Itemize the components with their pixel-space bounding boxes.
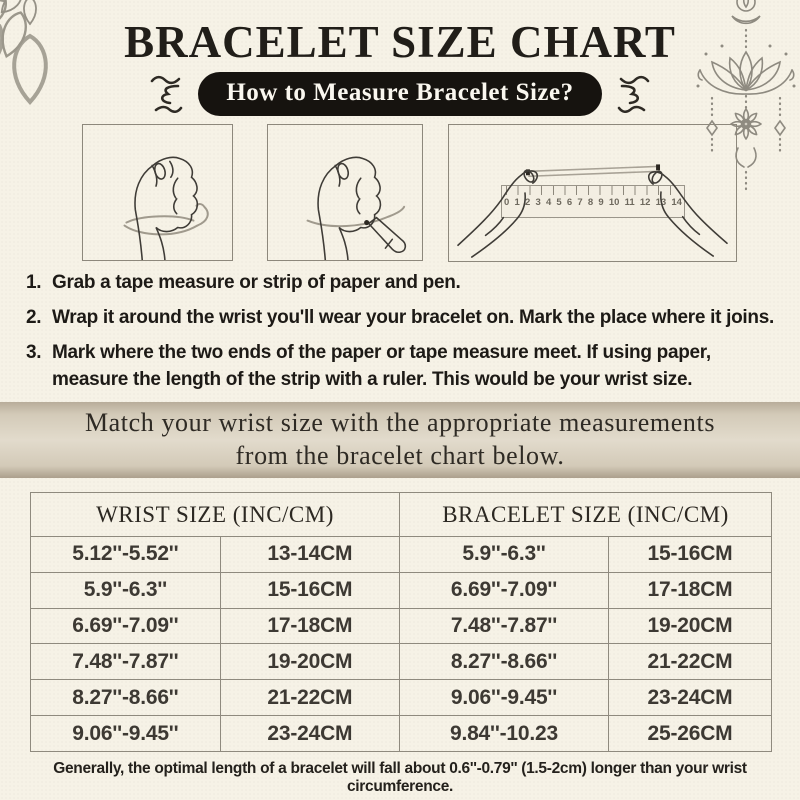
illustration-mark-pen bbox=[267, 124, 423, 261]
wrist-cm-cell: 17-18CM bbox=[219, 607, 401, 645]
ruler-number: 4 bbox=[545, 197, 552, 208]
bracelet-cm-cell: 21-22CM bbox=[607, 643, 773, 681]
wrist-inch-cell: 6.69''-7.09'' bbox=[30, 607, 221, 645]
wrist-inch-cell: 7.48''-7.87'' bbox=[30, 643, 221, 681]
ruler-number: 10 bbox=[608, 197, 620, 208]
bracelet-size-header: BRACELET SIZE (INC/CM) bbox=[399, 492, 772, 537]
footnote: Generally, the optimal length of a brace… bbox=[53, 760, 747, 795]
curly-flourish-right-icon bbox=[617, 75, 649, 114]
wrist-inch-cell: 8.27''-8.66'' bbox=[30, 679, 221, 717]
wrist-inch-cell: 9.06''-9.45'' bbox=[30, 715, 221, 752]
match-size-banner: Match your wrist size with the appropria… bbox=[0, 402, 800, 478]
instruction-step-2: 2. Wrap it around the wrist you'll wear … bbox=[26, 305, 786, 331]
bracelet-inch-cell: 9.06''-9.45'' bbox=[399, 679, 609, 717]
hands-strip-drawing-icon bbox=[457, 164, 728, 258]
ruler-number: 5 bbox=[556, 197, 562, 208]
step-number: 2. bbox=[26, 307, 42, 329]
table-row: 8.27''-8.66'' 21-22CM 9.06''-9.45'' 23-2… bbox=[30, 679, 773, 717]
ruler: 0 1 2 3 4 5 6 7 8 9 10 11 12 13 14 bbox=[501, 185, 685, 218]
ruler-number: 12 bbox=[639, 197, 651, 208]
ruler-number: 0 bbox=[504, 197, 510, 208]
instruction-step-1: 1. Grab a tape measure or strip of paper… bbox=[26, 270, 786, 296]
ruler-number: 9 bbox=[598, 197, 604, 208]
wrist-cm-cell: 23-24CM bbox=[219, 715, 401, 752]
ruler-number: 8 bbox=[587, 197, 594, 208]
table-row: 9.06''-9.45'' 23-24CM 9.84''-10.23 25-26… bbox=[30, 715, 773, 752]
ruler-number: 14 bbox=[671, 197, 682, 208]
wrist-cm-cell: 15-16CM bbox=[219, 571, 401, 609]
ruler-number: 2 bbox=[524, 197, 531, 208]
table-row: 5.12''-5.52'' 13-14CM 5.9''-6.3'' 15-16C… bbox=[30, 536, 773, 573]
ruler-number: 7 bbox=[577, 197, 583, 208]
wrist-inch-cell: 5.9''-6.3'' bbox=[30, 571, 221, 609]
mandala-flower-icon bbox=[0, 0, 48, 105]
ruler-number: 1 bbox=[514, 197, 520, 208]
table-header-row: WRIST SIZE (INC/CM) BRACELET SIZE (INC/C… bbox=[30, 492, 772, 537]
lotus-dreamcatcher-icon bbox=[696, 0, 796, 192]
bracelet-cm-cell: 25-26CM bbox=[607, 715, 773, 752]
table-row: 5.9''-6.3'' 15-16CM 6.69''-7.09'' 17-18C… bbox=[30, 571, 773, 609]
ruler-number: 3 bbox=[535, 197, 541, 208]
wrist-cm-cell: 19-20CM bbox=[219, 643, 401, 681]
banner-line-1: Match your wrist size with the appropria… bbox=[84, 408, 716, 438]
ruler-ticks bbox=[506, 186, 680, 195]
ruler-number: 6 bbox=[566, 197, 573, 208]
step-text: Wrap it around the wrist you'll wear you… bbox=[52, 307, 774, 329]
hand-tape-drawing-icon bbox=[123, 156, 209, 260]
step-number: 1. bbox=[26, 272, 42, 293]
badge-row: How to Measure Bracelet Size? bbox=[0, 70, 800, 118]
bracelet-inch-cell: 9.84''-10.23 bbox=[399, 715, 609, 752]
bracelet-cm-cell: 19-20CM bbox=[607, 607, 773, 645]
hand-pen-drawing-icon bbox=[306, 156, 407, 260]
illustration-measure-ruler: 0 1 2 3 4 5 6 7 8 9 10 11 12 13 14 bbox=[448, 124, 737, 262]
banner-line-2: from the bracelet chart below. bbox=[235, 441, 565, 470]
illustration-wrap-tape bbox=[82, 124, 233, 261]
size-table: WRIST SIZE (INC/CM) BRACELET SIZE (INC/C… bbox=[30, 492, 773, 752]
curly-flourish-left-icon bbox=[151, 75, 183, 114]
instruction-step-3: 3. Mark where the two ends of the paper … bbox=[26, 340, 786, 392]
bracelet-cm-cell: 23-24CM bbox=[607, 679, 773, 717]
table-row: 7.48''-7.87'' 19-20CM 8.27''-8.66'' 21-2… bbox=[30, 643, 773, 681]
wrist-cm-cell: 21-22CM bbox=[219, 679, 401, 717]
table-row: 6.69''-7.09'' 17-18CM 7.48''-7.87'' 19-2… bbox=[30, 607, 773, 645]
wrist-inch-cell: 5.12''-5.52'' bbox=[30, 536, 221, 573]
bracelet-inch-cell: 6.69''-7.09'' bbox=[399, 571, 609, 609]
instructions-list: 1. Grab a tape measure or strip of paper… bbox=[26, 270, 786, 402]
bracelet-inch-cell: 5.9''-6.3'' bbox=[399, 536, 609, 573]
step-number: 3. bbox=[26, 342, 42, 364]
bracelet-inch-cell: 7.48''-7.87'' bbox=[399, 607, 609, 645]
page-title: BRACELET SIZE CHART bbox=[124, 17, 676, 67]
bracelet-cm-cell: 17-18CM bbox=[607, 571, 773, 609]
wrist-cm-cell: 13-14CM bbox=[219, 536, 401, 573]
step-text: Mark where the two ends of the paper or … bbox=[52, 342, 711, 390]
wrist-size-header: WRIST SIZE (INC/CM) bbox=[30, 492, 400, 537]
ruler-number: 11 bbox=[624, 197, 635, 208]
bracelet-inch-cell: 8.27''-8.66'' bbox=[399, 643, 609, 681]
how-to-measure-badge: How to Measure Bracelet Size? bbox=[198, 72, 602, 116]
bracelet-cm-cell: 15-16CM bbox=[607, 536, 773, 573]
step-text: Grab a tape measure or strip of paper an… bbox=[52, 272, 461, 293]
